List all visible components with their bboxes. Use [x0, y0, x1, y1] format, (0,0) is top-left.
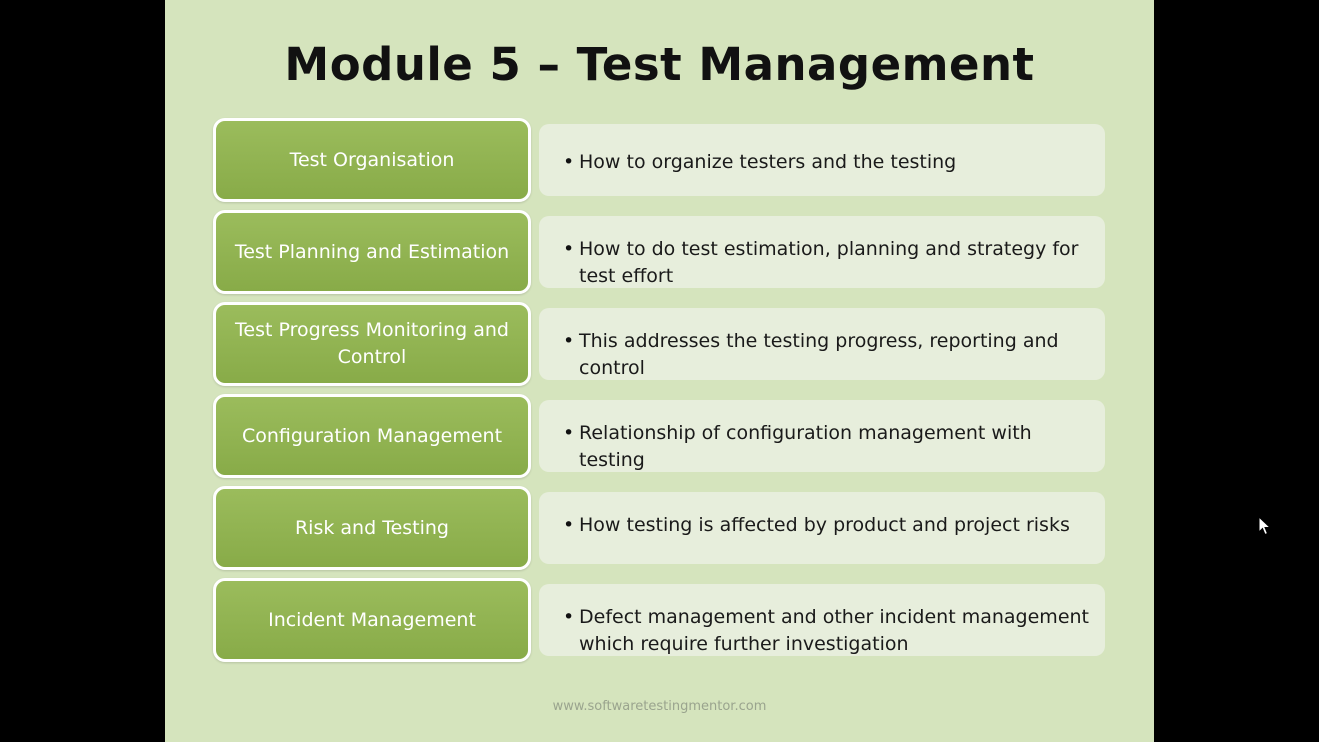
topic-description: Defect management and other incident man…: [579, 606, 1089, 655]
bullet-icon: •: [563, 330, 575, 352]
topic-row: Risk and Testing • How testing is affect…: [213, 486, 1107, 574]
topic-description-box: • Defect management and other incident m…: [539, 584, 1105, 656]
bullet-icon: •: [563, 151, 575, 173]
topic-description-box: • Relationship of configuration manageme…: [539, 400, 1105, 472]
topic-heading-box: Risk and Testing: [213, 486, 531, 570]
topic-heading-box: Incident Management: [213, 578, 531, 662]
topic-description-box: • How to do test estimation, planning an…: [539, 216, 1105, 288]
topic-heading-box: Configuration Management: [213, 394, 531, 478]
topic-description-box: • How testing is affected by product and…: [539, 492, 1105, 564]
topic-description-box: • How to organize testers and the testin…: [539, 124, 1105, 196]
mouse-pointer-icon: [1258, 516, 1272, 536]
presentation-slide: Module 5 – Test Management Test Organisa…: [165, 0, 1154, 742]
bullet-icon: •: [563, 422, 575, 444]
topic-heading-box: Test Progress Monitoring and Control: [213, 302, 531, 386]
topic-description-box: • This addresses the testing progress, r…: [539, 308, 1105, 380]
topic-heading-box: Test Planning and Estimation: [213, 210, 531, 294]
topic-description: How to organize testers and the testing: [579, 151, 957, 173]
topic-row: Incident Management • Defect management …: [213, 578, 1107, 666]
topic-row: Configuration Management • Relationship …: [213, 394, 1107, 482]
website-watermark: www.softwaretestingmentor.com: [552, 699, 767, 714]
bullet-icon: •: [563, 606, 575, 628]
topic-row: Test Progress Monitoring and Control • T…: [213, 302, 1107, 390]
slide-title: Module 5 – Test Management: [284, 38, 1035, 91]
bullet-icon: •: [563, 238, 575, 260]
topic-description: How testing is affected by product and p…: [579, 514, 1070, 536]
topic-row: Test Organisation • How to organize test…: [213, 118, 1107, 206]
topic-description: Relationship of configuration management…: [579, 422, 1032, 471]
topic-description: This addresses the testing progress, rep…: [579, 330, 1059, 379]
topic-row: Test Planning and Estimation • How to do…: [213, 210, 1107, 298]
topic-description: How to do test estimation, planning and …: [579, 238, 1079, 287]
bullet-icon: •: [563, 514, 575, 536]
topic-heading-box: Test Organisation: [213, 118, 531, 202]
